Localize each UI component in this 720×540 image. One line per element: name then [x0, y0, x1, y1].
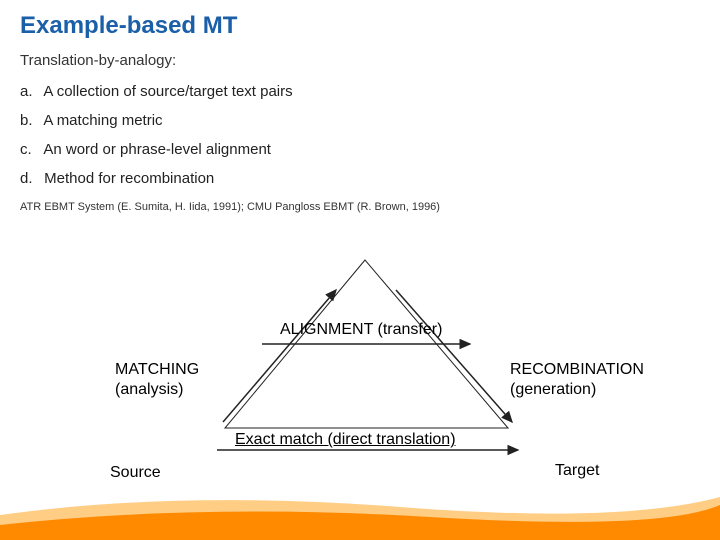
list-marker: c.: [20, 141, 40, 158]
page-title: Example-based MT: [0, 0, 720, 48]
subtitle: Translation-by-analogy:: [0, 48, 720, 77]
target-label: Target: [555, 461, 599, 481]
list-marker: d.: [20, 170, 40, 187]
list-item: c. An word or phrase-level alignment: [20, 135, 700, 164]
definition-list: a. A collection of source/target text pa…: [0, 77, 720, 193]
matching-arrow: [223, 290, 336, 422]
list-text: Method for recombination: [44, 170, 214, 187]
matching-label-line2: (analysis): [115, 381, 183, 398]
recombination-label-line2: (generation): [510, 381, 596, 398]
recombination-label-line1: RECOMBINATION: [510, 361, 644, 378]
matching-label-line1: MATCHING: [115, 361, 199, 378]
list-item: d. Method for recombination: [20, 164, 700, 193]
triangle-diagram: ALIGNMENT (transfer) MATCHING (analysis)…: [0, 250, 720, 510]
recombination-arrow: [396, 290, 512, 422]
recombination-label: RECOMBINATION (generation): [510, 360, 644, 400]
citation: ATR EBMT System (E. Sumita, H. Iida, 199…: [0, 193, 720, 219]
direct-label: Exact match (direct translation): [235, 430, 456, 450]
list-text: A matching metric: [43, 112, 162, 129]
footer-swoosh: [0, 485, 720, 540]
alignment-label: ALIGNMENT (transfer): [280, 320, 442, 340]
source-label: Source: [110, 463, 161, 483]
list-text: An word or phrase-level alignment: [43, 141, 271, 158]
list-item: b. A matching metric: [20, 106, 700, 135]
list-item: a. A collection of source/target text pa…: [20, 77, 700, 106]
list-marker: b.: [20, 112, 40, 129]
list-marker: a.: [20, 83, 40, 100]
list-text: A collection of source/target text pairs: [43, 83, 292, 100]
matching-label: MATCHING (analysis): [115, 360, 199, 400]
